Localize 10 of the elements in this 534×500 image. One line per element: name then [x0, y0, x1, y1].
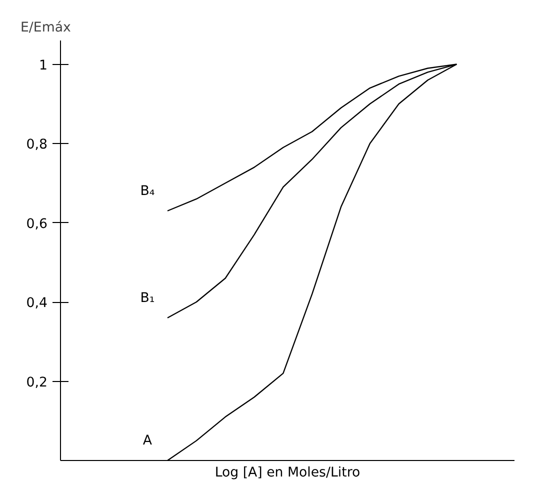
x-axis-title: Log [A] en Moles/Litro	[214, 466, 360, 480]
y-axis-title: E/Emáx	[20, 20, 71, 36]
y-tick-label: 1	[39, 58, 48, 74]
y-tick-label: 0,6	[26, 216, 48, 232]
y-tick-label: 0,8	[26, 138, 48, 153]
series-label: A	[142, 434, 152, 448]
series-label: B₁	[140, 290, 155, 306]
y-tick-label: 0,2	[26, 375, 48, 390]
series-label: B₄	[140, 184, 155, 199]
y-tick-label: 0,4	[26, 296, 48, 312]
